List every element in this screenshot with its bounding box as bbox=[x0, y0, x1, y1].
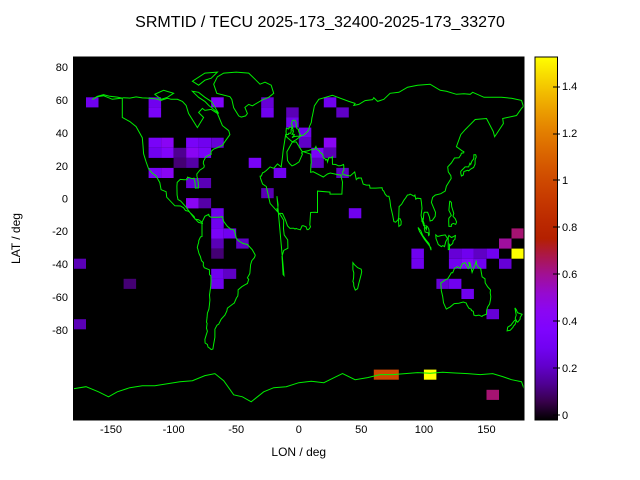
svg-text:-80: -80 bbox=[52, 325, 68, 337]
svg-text:LON / deg: LON / deg bbox=[271, 445, 326, 459]
svg-text:-40: -40 bbox=[52, 259, 68, 271]
svg-text:0.8: 0.8 bbox=[562, 222, 577, 234]
svg-text:100: 100 bbox=[415, 424, 433, 436]
svg-text:-150: -150 bbox=[100, 424, 122, 436]
svg-text:40: 40 bbox=[56, 128, 68, 140]
svg-text:0.4: 0.4 bbox=[562, 316, 577, 328]
svg-text:50: 50 bbox=[355, 424, 367, 436]
svg-text:150: 150 bbox=[477, 424, 495, 436]
svg-text:0: 0 bbox=[62, 194, 68, 206]
svg-text:0: 0 bbox=[296, 424, 302, 436]
svg-text:0.6: 0.6 bbox=[562, 269, 577, 281]
svg-text:-100: -100 bbox=[163, 424, 185, 436]
svg-text:0.2: 0.2 bbox=[562, 363, 577, 375]
svg-text:80: 80 bbox=[56, 62, 68, 74]
svg-text:LAT / deg: LAT / deg bbox=[9, 213, 23, 264]
svg-text:20: 20 bbox=[56, 161, 68, 173]
svg-text:1.2: 1.2 bbox=[562, 128, 577, 140]
svg-text:0: 0 bbox=[562, 410, 568, 422]
svg-text:-50: -50 bbox=[228, 424, 244, 436]
svg-text:1.4: 1.4 bbox=[562, 81, 577, 93]
svg-text:60: 60 bbox=[56, 95, 68, 107]
svg-text:-20: -20 bbox=[52, 226, 68, 238]
svg-text:-60: -60 bbox=[52, 292, 68, 304]
svg-text:1: 1 bbox=[562, 175, 568, 187]
